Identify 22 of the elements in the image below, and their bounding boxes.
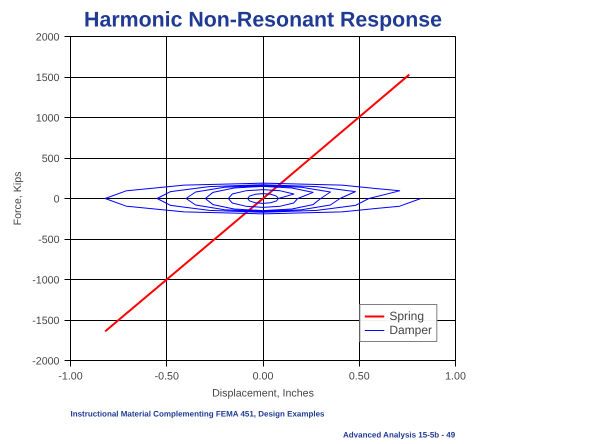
y-tick-label: -1000 [32, 274, 60, 286]
x-tick-label: 0.00 [252, 370, 274, 382]
text: Advanced Analysis 15-5b - 49 [343, 430, 456, 440]
chart-title: Harmonic Non-Resonant Response [84, 8, 442, 32]
text: Instructional Material Complementing FEMA 451, Design Examples [70, 410, 326, 418]
x-tick-label: 1.00 [445, 370, 466, 382]
y-tick-label: 500 [42, 153, 60, 165]
x-axis-title: Displacement, Inches [212, 388, 314, 400]
y-tick-label: 0 [54, 194, 60, 206]
x-tick-label: 0.50 [348, 370, 370, 382]
y-tick-label: -2000 [32, 356, 60, 368]
x-tick-label: -0.50 [154, 370, 179, 382]
y-tick-label: -1500 [32, 315, 60, 327]
legend-label: Damper [389, 323, 432, 337]
y-axis-title: Force, Kips [12, 172, 24, 226]
y-tick-label: -500 [38, 234, 60, 246]
legend-label: Spring [389, 309, 424, 323]
y-tick-label: 1000 [36, 112, 60, 124]
y-tick-label: 2000 [36, 32, 60, 44]
y-tick-label: 1500 [36, 72, 60, 84]
x-tick-label: -1.00 [58, 370, 83, 382]
line-series [104, 182, 422, 214]
